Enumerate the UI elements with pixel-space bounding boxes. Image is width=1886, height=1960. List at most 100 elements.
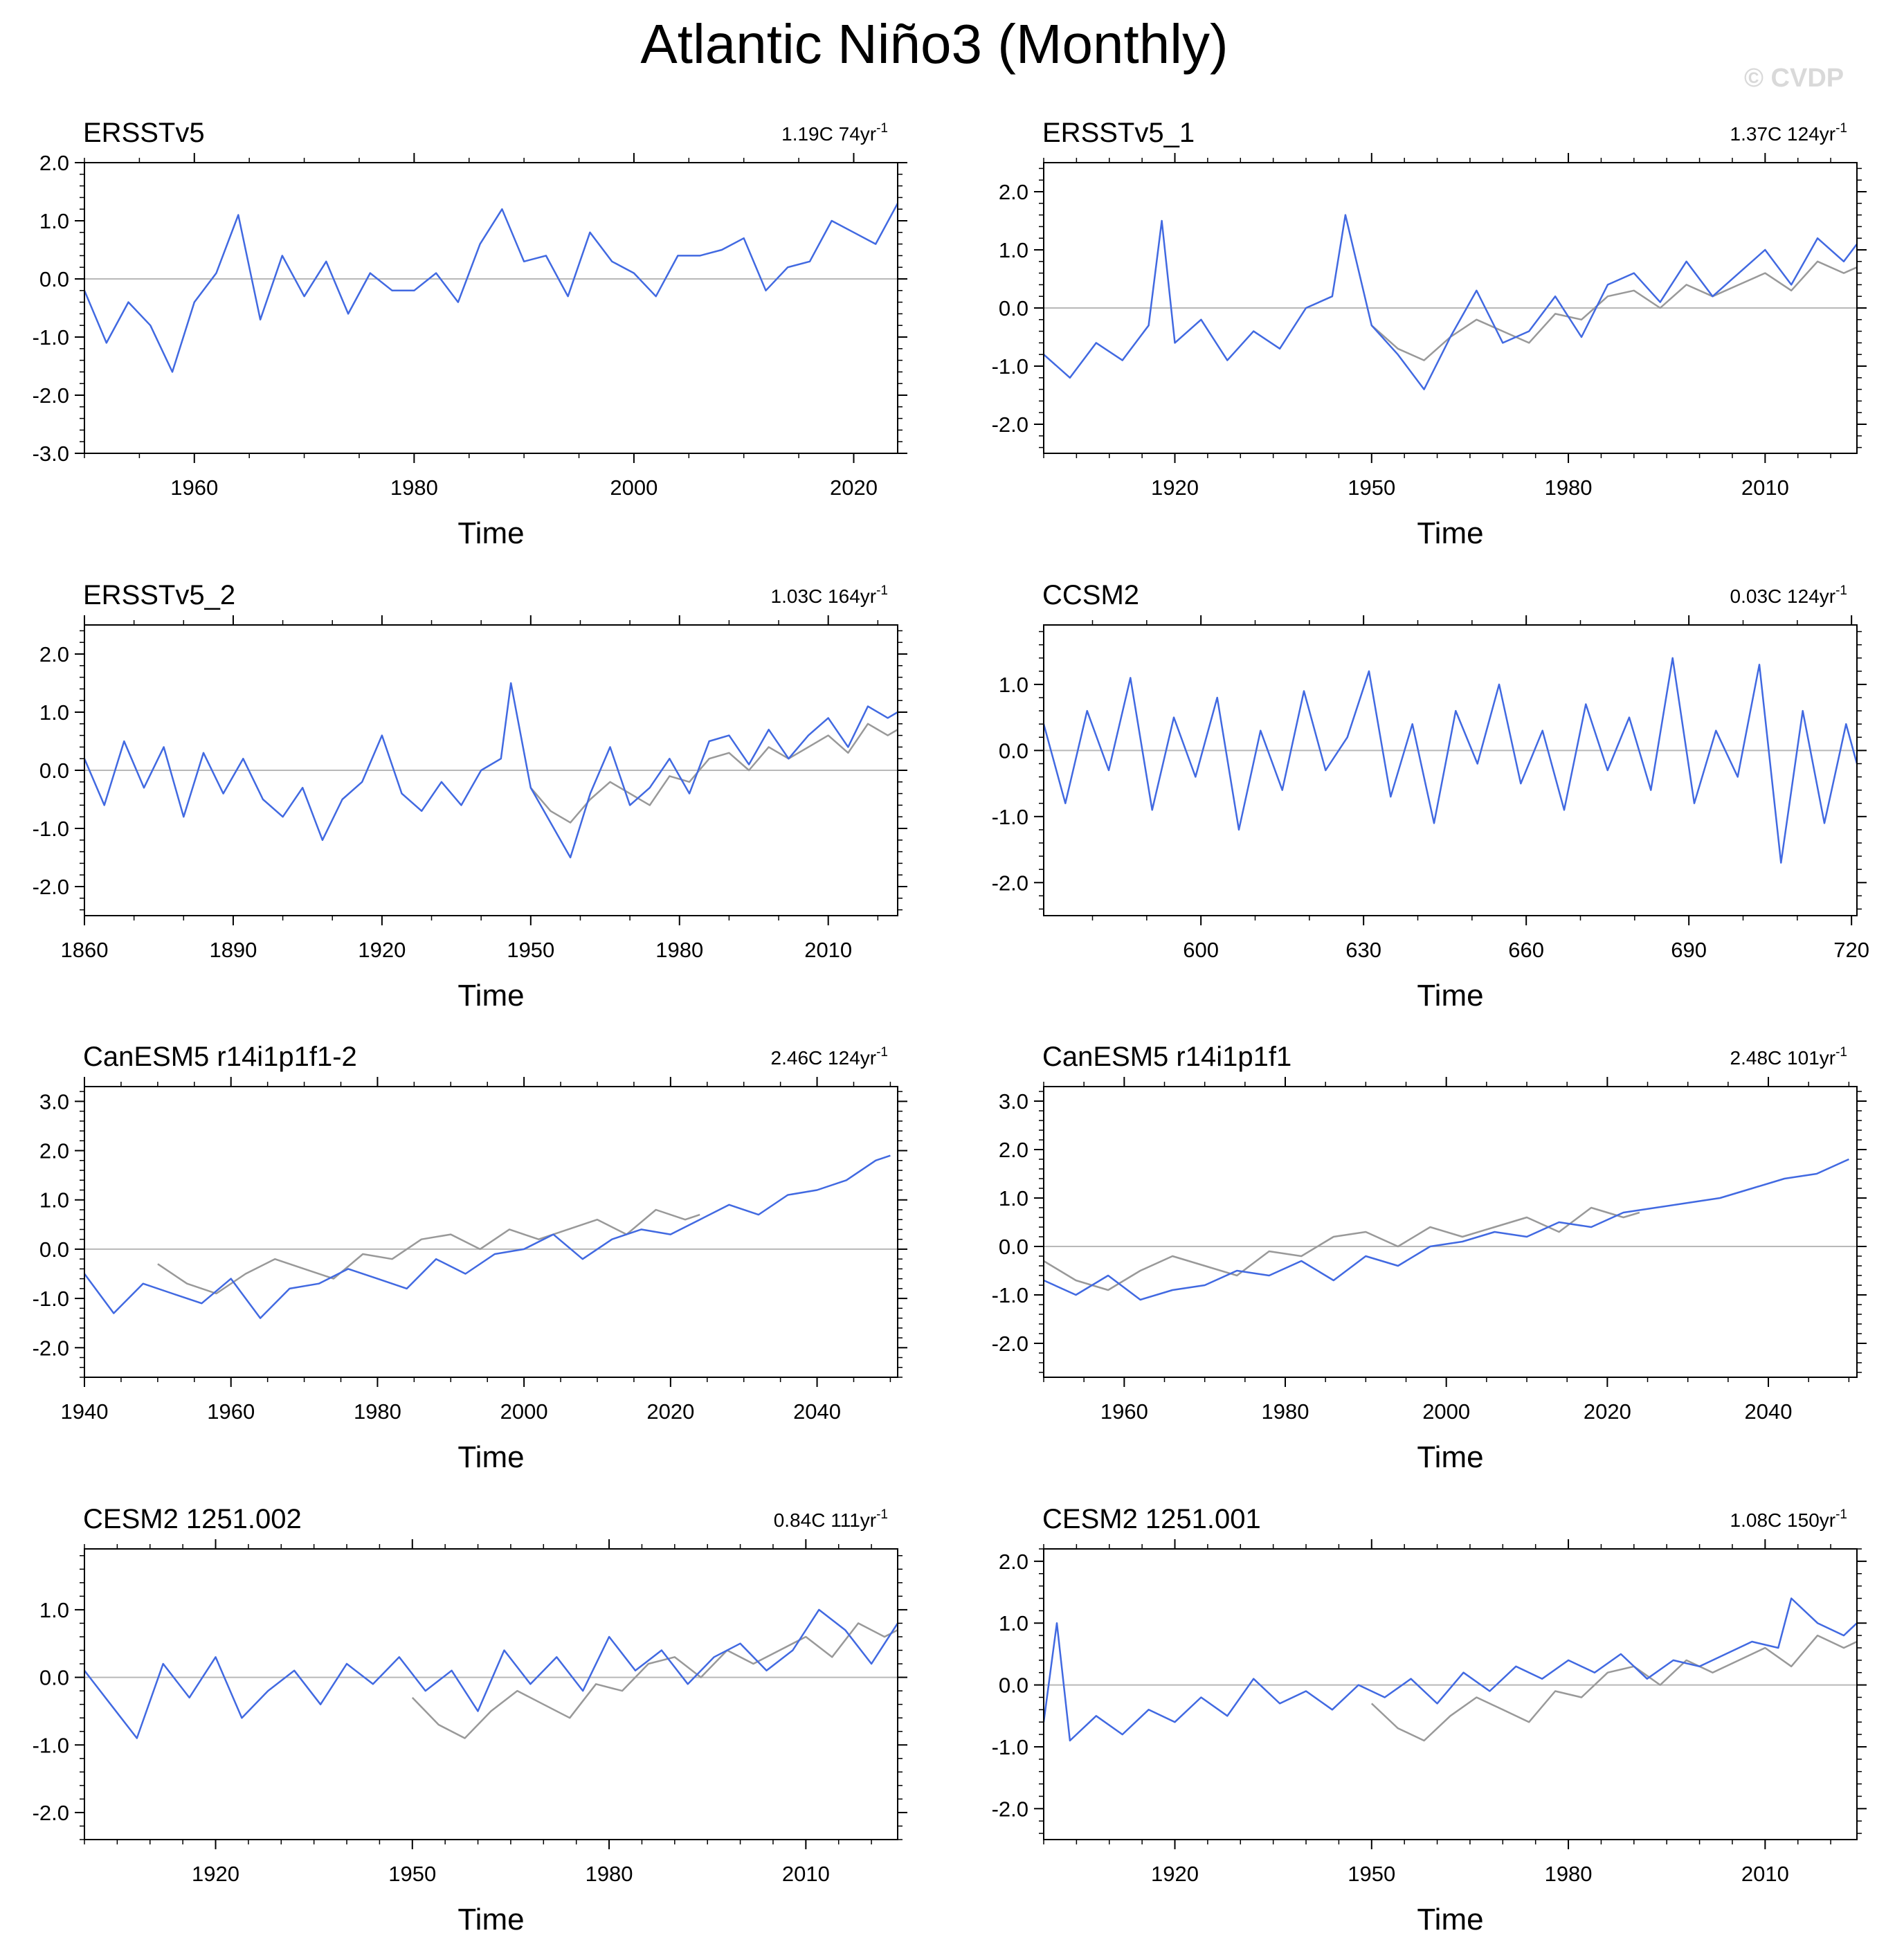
- y-tick-label: -2.0: [33, 383, 69, 408]
- series-line-model: [84, 1608, 899, 1739]
- x-tick-label: 1920: [1151, 475, 1199, 500]
- y-tick-label: 0.0: [39, 1237, 69, 1262]
- series-line-obs: [411, 1622, 898, 1739]
- x-axis-label: Time: [457, 979, 524, 1013]
- y-tick-label: -2.0: [33, 875, 69, 899]
- series-line-obs: [529, 723, 898, 824]
- trend-label: 2.48C 101yr-1: [1730, 1045, 1847, 1069]
- panel-title: CanESM5 r14i1p1f1-2: [83, 1042, 357, 1072]
- plot-frame: [1043, 1548, 1858, 1840]
- y-tick-label: -1.0: [992, 805, 1028, 829]
- trend-label: 1.37C 124yr-1: [1730, 121, 1847, 145]
- trend-value: 1.08C 150yr: [1730, 1509, 1836, 1531]
- panel-title: CESM2 1251.002: [83, 1504, 302, 1534]
- x-tick-label: 1950: [507, 938, 554, 962]
- y-tick-label: -1.0: [33, 325, 69, 350]
- trend-value: 1.19C 74yr: [781, 123, 876, 145]
- x-tick-label: 1980: [390, 475, 438, 500]
- x-tick-label: 2000: [1422, 1399, 1470, 1424]
- trend-label: 1.03C 164yr-1: [771, 583, 888, 607]
- x-tick-label: 600: [1183, 938, 1219, 962]
- x-tick-label: 1980: [1545, 1862, 1593, 1886]
- panel-1: -3.0 -2.0 -1.0 0.0 1.0 2.0 1960 1980 2000 2020 Tim…: [33, 118, 907, 550]
- panel-title: CESM2 1251.001: [1042, 1504, 1261, 1534]
- x-tick-label: 1960: [207, 1399, 255, 1424]
- y-tick-label: 1.0: [999, 238, 1028, 262]
- x-tick-label: 2020: [830, 475, 878, 500]
- y-tick-label: 0.0: [999, 738, 1028, 763]
- trend-label: 2.46C 124yr-1: [771, 1045, 888, 1069]
- x-tick-label: 2010: [804, 938, 852, 962]
- y-tick-label: -3.0: [33, 442, 69, 466]
- x-tick-label: 1920: [358, 938, 406, 962]
- series-line-obs: [1043, 1206, 1640, 1291]
- x-axis-label: Time: [1417, 516, 1483, 550]
- x-tick-label: 1890: [209, 938, 257, 962]
- panel-title: CanESM5 r14i1p1f1: [1042, 1042, 1291, 1072]
- trend-exponent: -1: [876, 583, 888, 598]
- x-tick-label: 1980: [1545, 475, 1593, 500]
- series-line-model: [1043, 1158, 1849, 1301]
- y-tick-label: -2.0: [33, 1336, 69, 1360]
- page-title: Atlantic Niño3 (Monthly): [640, 13, 1228, 75]
- trend-value: 0.84C 111yr: [774, 1509, 876, 1531]
- plot-frame: [1043, 1086, 1858, 1378]
- x-tick-label: 2020: [646, 1399, 694, 1424]
- x-tick-label: 1980: [586, 1862, 633, 1886]
- y-tick-label: 1.0: [999, 1186, 1028, 1210]
- x-tick-label: 1860: [61, 938, 109, 962]
- y-tick-label: -2.0: [992, 871, 1028, 895]
- x-axis-label: Time: [1417, 1440, 1483, 1474]
- y-tick-label: -2.0: [992, 1332, 1028, 1356]
- x-axis-label: Time: [1417, 979, 1483, 1013]
- y-tick-label: -1.0: [992, 1283, 1028, 1307]
- x-tick-label: 1920: [1151, 1862, 1199, 1886]
- y-tick-label: 0.0: [999, 296, 1028, 320]
- series-line-model: [1042, 657, 1858, 864]
- x-axis-label: Time: [457, 1440, 524, 1474]
- series-line-model: [83, 203, 899, 373]
- trend-exponent: -1: [876, 1507, 888, 1522]
- y-tick-label: -2.0: [33, 1801, 69, 1825]
- panel-title: CCSM2: [1042, 580, 1139, 610]
- series-line-model: [1042, 1597, 1858, 1742]
- x-axis-label: Time: [457, 516, 524, 550]
- trend-label: 1.08C 150yr-1: [1730, 1507, 1847, 1531]
- panel-8: -2.0 -1.0 0.0 1.0 2.0 1920 1950 1980 2010 Time CES…: [992, 1504, 1867, 1936]
- series-line-obs: [1370, 1634, 1858, 1742]
- trend-label: 0.84C 111yr-1: [774, 1507, 888, 1531]
- y-tick-label: 0.0: [999, 1673, 1028, 1698]
- x-tick-label: 1960: [1100, 1399, 1148, 1424]
- x-tick-label: 630: [1345, 938, 1381, 962]
- trend-label: 1.19C 74yr-1: [781, 121, 888, 145]
- panel-4: -2.0 -1.0 0.0 1.0 600 630 660 690 720 Time CCSM2 0.…: [992, 580, 1869, 1013]
- series-line-model: [83, 682, 898, 859]
- x-tick-label: 660: [1508, 938, 1544, 962]
- y-tick-label: 1.0: [999, 1611, 1028, 1635]
- x-tick-label: 1980: [1262, 1399, 1309, 1424]
- panel-title: ERSSTv5_2: [83, 580, 235, 610]
- y-tick-label: 3.0: [999, 1089, 1028, 1114]
- x-tick-label: 2010: [1741, 475, 1789, 500]
- y-tick-label: 2.0: [999, 180, 1028, 204]
- x-axis-label: Time: [457, 1903, 524, 1936]
- panel-5: -2.0 -1.0 0.0 1.0 2.0 3.0 1940 1960 1980 2000 2020…: [33, 1042, 907, 1474]
- x-tick-label: 2040: [793, 1399, 841, 1424]
- x-tick-label: 1980: [655, 938, 703, 962]
- plot-frame: [84, 162, 898, 454]
- trend-exponent: -1: [1835, 1045, 1847, 1060]
- y-tick-label: 0.0: [39, 759, 69, 783]
- x-tick-label: 2000: [610, 475, 658, 500]
- y-tick-label: 0.0: [999, 1235, 1028, 1259]
- panel-2: -2.0 -1.0 0.0 1.0 2.0 1920 1950 1980 2010 Time ERS…: [992, 118, 1867, 550]
- trend-exponent: -1: [876, 1045, 888, 1060]
- x-tick-label: 1960: [170, 475, 218, 500]
- x-tick-label: 1950: [1348, 475, 1395, 500]
- y-tick-label: -1.0: [33, 817, 69, 841]
- y-tick-label: -1.0: [33, 1287, 69, 1311]
- trend-value: 2.48C 101yr: [1730, 1047, 1836, 1069]
- x-tick-label: 2020: [1584, 1399, 1631, 1424]
- y-tick-label: 0.0: [39, 1666, 69, 1690]
- trend-value: 0.03C 124yr: [1730, 586, 1836, 607]
